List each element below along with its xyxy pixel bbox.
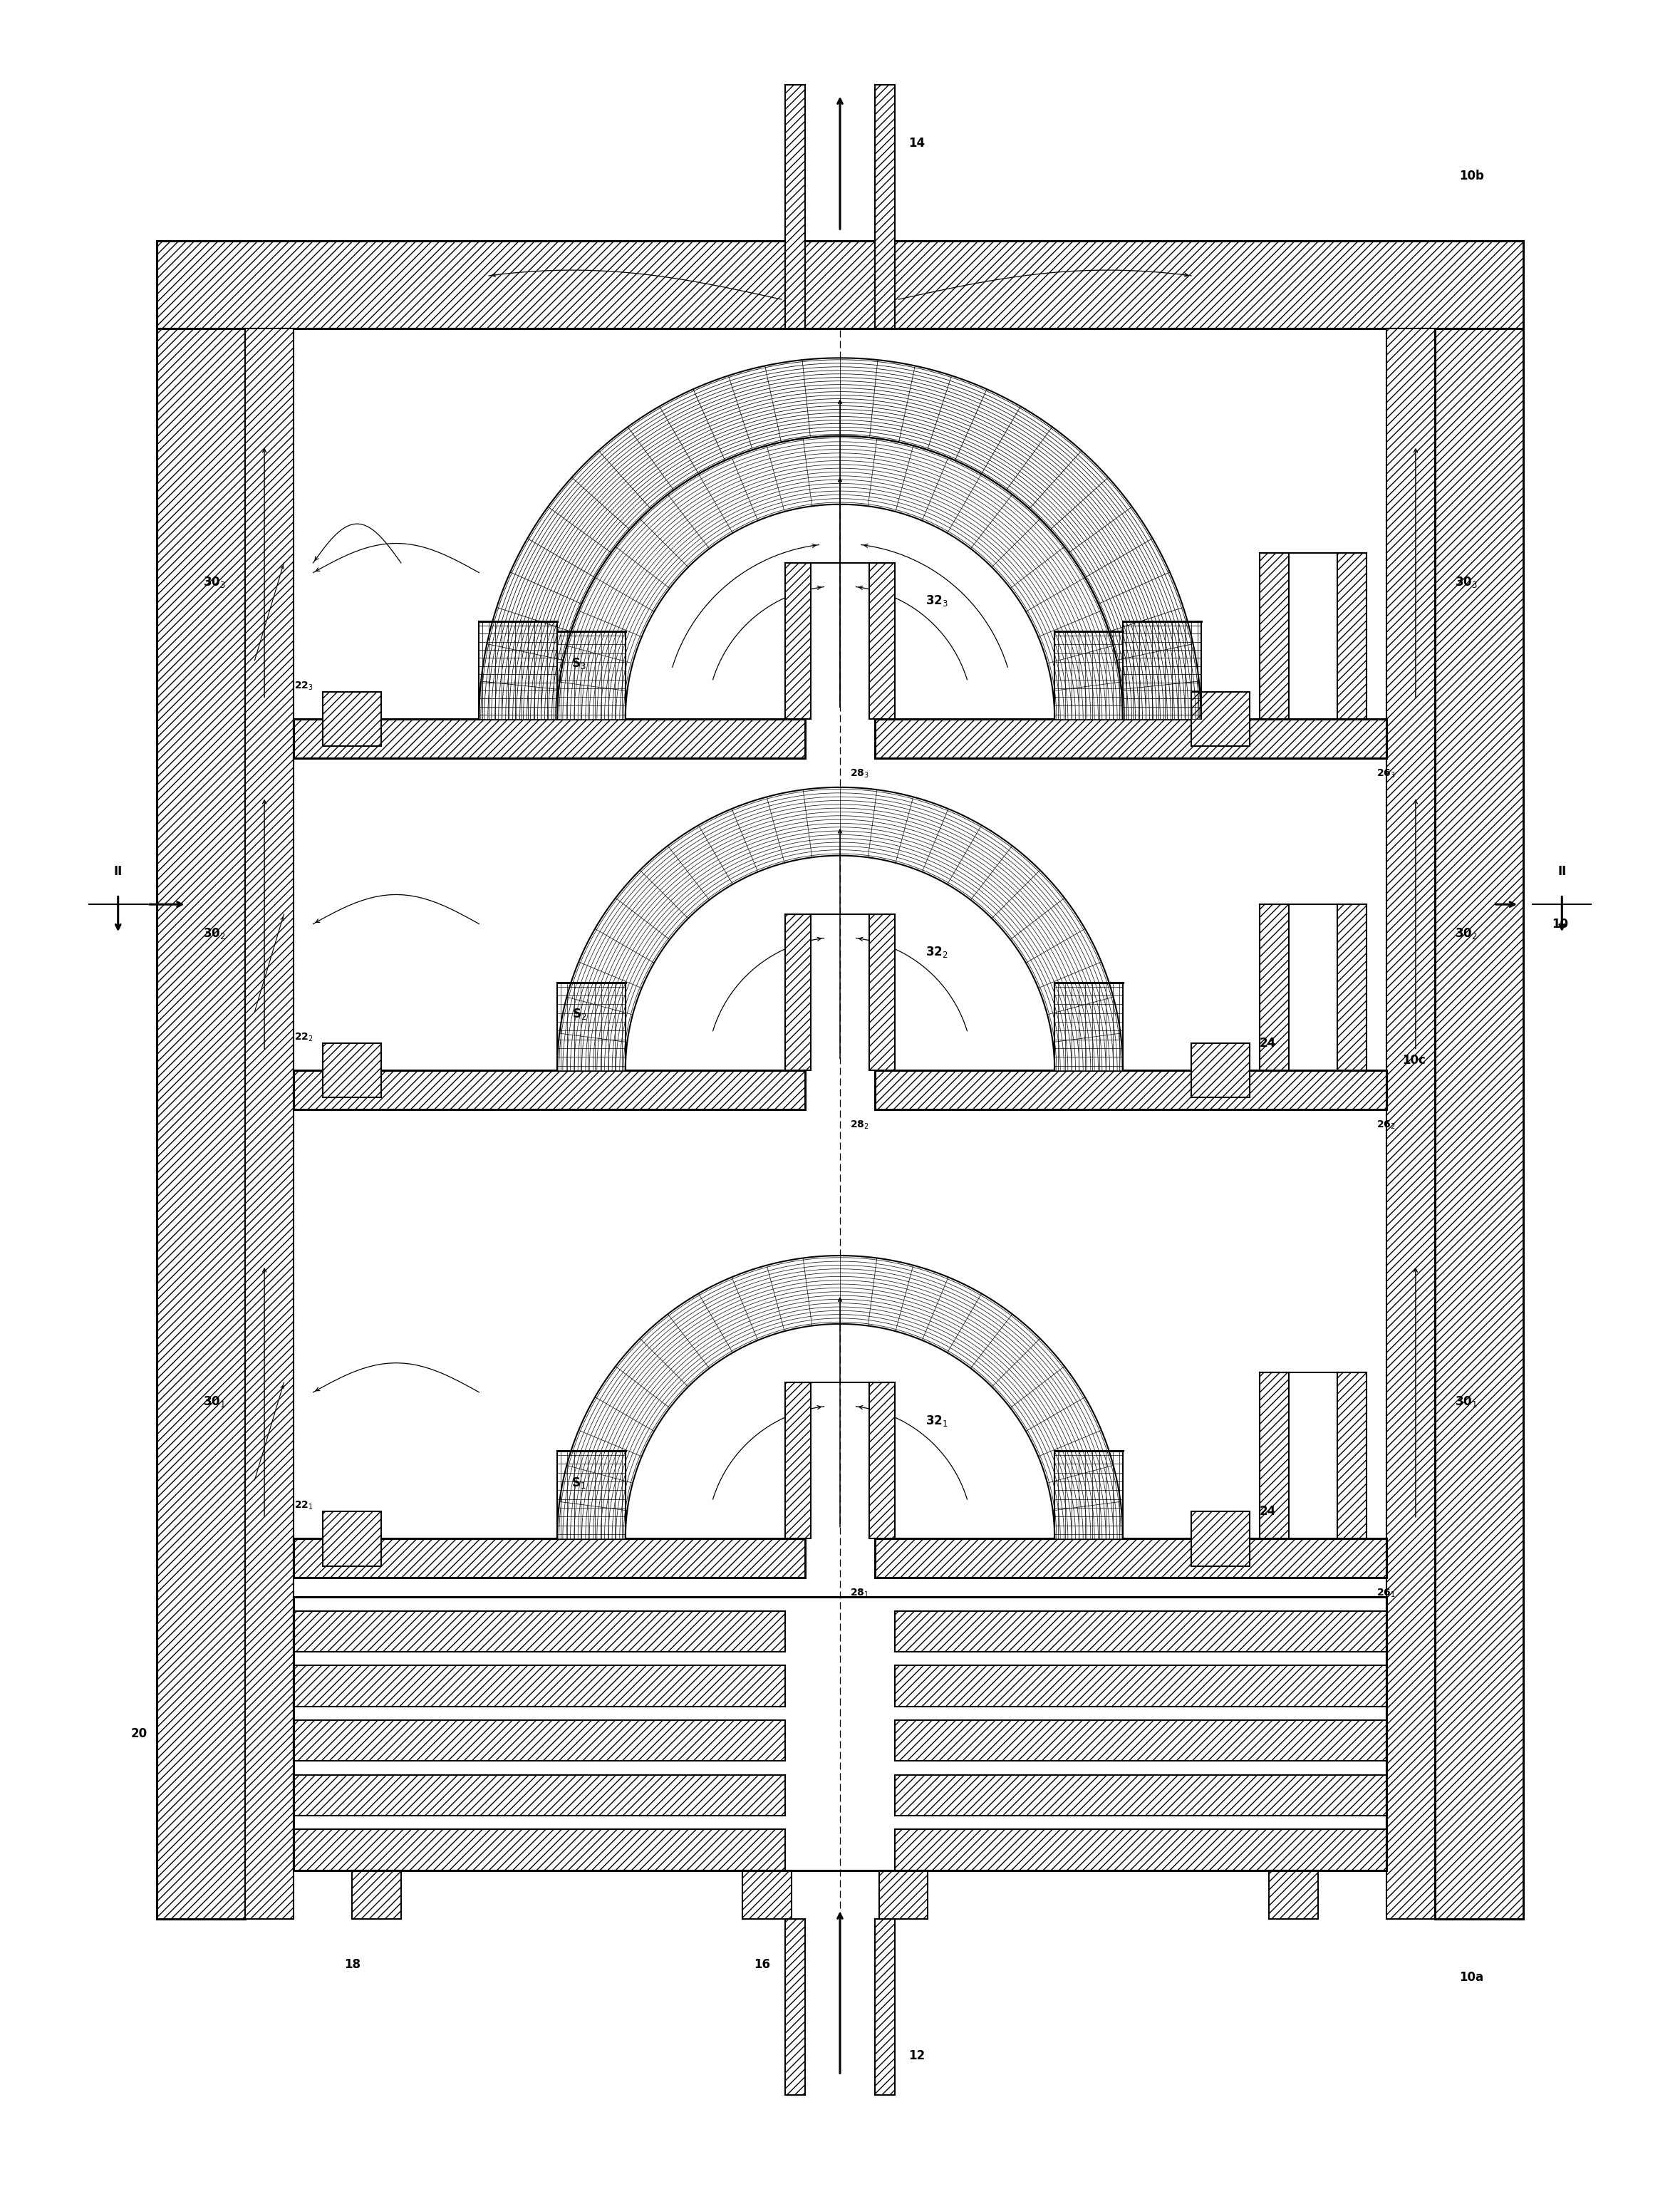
Bar bbox=[1191, 693, 1250, 745]
Text: 32$_2$: 32$_2$ bbox=[926, 946, 948, 959]
Text: 20: 20 bbox=[131, 1728, 148, 1739]
Bar bbox=[323, 1042, 381, 1097]
Text: II: II bbox=[1557, 864, 1566, 877]
Text: 30$_1$: 30$_1$ bbox=[1455, 1394, 1477, 1410]
Polygon shape bbox=[479, 358, 1201, 719]
Text: S$_2$: S$_2$ bbox=[571, 1007, 586, 1023]
Bar bbox=[294, 1612, 785, 1651]
Bar bbox=[1055, 631, 1122, 719]
Text: 28$_1$: 28$_1$ bbox=[850, 1588, 869, 1599]
Bar bbox=[1191, 1042, 1250, 1097]
Text: 32$_3$: 32$_3$ bbox=[926, 594, 949, 609]
Text: 30$_3$: 30$_3$ bbox=[1455, 576, 1477, 589]
Text: 22$_1$: 22$_1$ bbox=[294, 1500, 312, 1511]
Bar bbox=[1122, 622, 1201, 719]
Bar bbox=[785, 1383, 811, 1539]
Bar bbox=[1191, 1511, 1250, 1566]
Bar bbox=[875, 719, 1386, 759]
Text: 30$_2$: 30$_2$ bbox=[1455, 926, 1477, 941]
Bar bbox=[785, 563, 811, 719]
Polygon shape bbox=[558, 1256, 1122, 1539]
Text: 30$_2$: 30$_2$ bbox=[203, 926, 225, 941]
Bar bbox=[1260, 904, 1289, 1071]
Text: 24: 24 bbox=[1260, 1504, 1277, 1517]
Text: 18: 18 bbox=[344, 1957, 361, 1970]
Bar bbox=[323, 1511, 381, 1566]
Bar bbox=[294, 1830, 785, 1871]
Bar bbox=[785, 915, 811, 1071]
Bar bbox=[294, 1665, 785, 1706]
Bar bbox=[1386, 328, 1435, 1920]
Bar bbox=[875, 1071, 1386, 1108]
Text: 30$_3$: 30$_3$ bbox=[203, 576, 225, 589]
Bar bbox=[1337, 554, 1368, 719]
Text: 24: 24 bbox=[1260, 1036, 1277, 1049]
Bar bbox=[294, 719, 805, 759]
Bar bbox=[558, 983, 625, 1071]
Bar bbox=[1337, 904, 1368, 1071]
Bar bbox=[875, 1920, 895, 2096]
Text: 26$_1$: 26$_1$ bbox=[1376, 1588, 1396, 1599]
Bar bbox=[895, 1775, 1386, 1816]
Text: 32$_1$: 32$_1$ bbox=[926, 1414, 949, 1427]
Bar bbox=[479, 622, 558, 719]
Bar bbox=[294, 1539, 805, 1577]
Text: 28$_3$: 28$_3$ bbox=[850, 767, 869, 778]
Text: 28$_2$: 28$_2$ bbox=[850, 1119, 869, 1130]
Text: 16: 16 bbox=[754, 1957, 769, 1970]
Text: 22$_2$: 22$_2$ bbox=[294, 1031, 312, 1042]
Bar bbox=[353, 1871, 402, 1920]
Text: S$_1$: S$_1$ bbox=[571, 1476, 586, 1489]
Polygon shape bbox=[558, 435, 1122, 719]
Bar bbox=[294, 1720, 785, 1761]
Text: 10a: 10a bbox=[1460, 1970, 1483, 1983]
Bar bbox=[875, 86, 895, 328]
Bar bbox=[785, 86, 805, 328]
Bar bbox=[785, 1920, 805, 2096]
Bar bbox=[895, 1830, 1386, 1871]
Text: 10b: 10b bbox=[1458, 169, 1483, 183]
Bar bbox=[558, 1451, 625, 1539]
Bar bbox=[743, 1871, 791, 1920]
Text: 22$_3$: 22$_3$ bbox=[294, 679, 312, 693]
Text: 12: 12 bbox=[909, 2049, 924, 2063]
Bar bbox=[869, 915, 895, 1071]
Text: 10c: 10c bbox=[1401, 1053, 1425, 1067]
Bar bbox=[294, 1596, 1386, 1871]
Bar bbox=[158, 242, 1522, 328]
Bar bbox=[875, 1539, 1386, 1577]
Bar bbox=[1337, 1372, 1368, 1539]
Polygon shape bbox=[558, 787, 1122, 1071]
Bar bbox=[1055, 983, 1122, 1071]
Bar bbox=[869, 1383, 895, 1539]
Bar bbox=[895, 1720, 1386, 1761]
Text: 30$_1$: 30$_1$ bbox=[203, 1394, 225, 1410]
Bar bbox=[1260, 554, 1289, 719]
Text: II: II bbox=[114, 864, 123, 877]
Bar bbox=[1055, 1451, 1122, 1539]
Bar bbox=[1435, 242, 1522, 1920]
Bar bbox=[294, 1071, 805, 1108]
Text: S$_3$: S$_3$ bbox=[571, 655, 586, 671]
Bar bbox=[323, 693, 381, 745]
Bar bbox=[869, 563, 895, 719]
Text: 10: 10 bbox=[1552, 917, 1569, 930]
Bar bbox=[158, 242, 245, 1920]
Bar bbox=[558, 631, 625, 719]
Text: 14: 14 bbox=[909, 136, 924, 150]
Bar bbox=[895, 1612, 1386, 1651]
Bar bbox=[294, 1775, 785, 1816]
Bar bbox=[1270, 1871, 1319, 1920]
Bar bbox=[879, 1871, 927, 1920]
Bar bbox=[245, 328, 294, 1920]
Bar bbox=[895, 1665, 1386, 1706]
Bar bbox=[1260, 1372, 1289, 1539]
Text: 26$_2$: 26$_2$ bbox=[1376, 1119, 1396, 1130]
Text: 26$_3$: 26$_3$ bbox=[1376, 767, 1396, 778]
